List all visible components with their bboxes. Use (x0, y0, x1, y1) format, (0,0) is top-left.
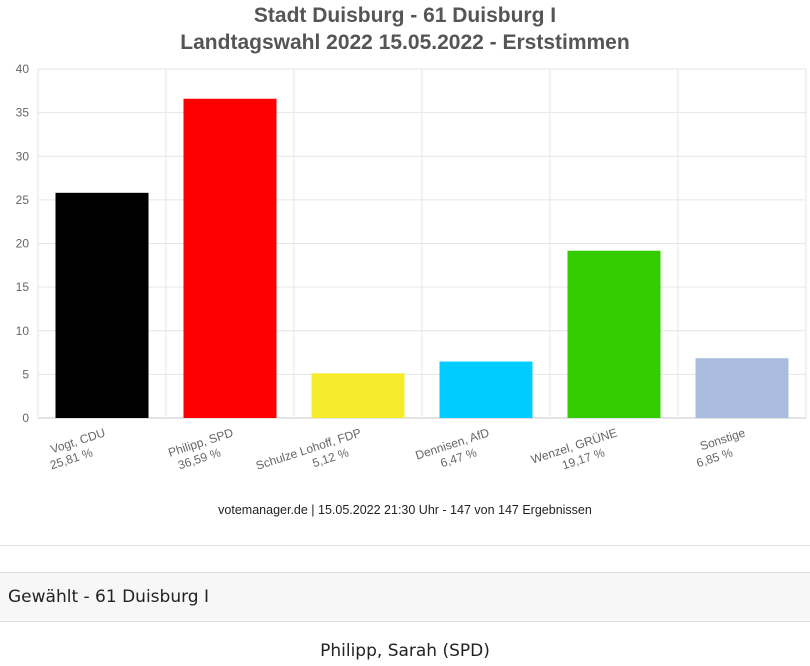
bar-6[interactable] (695, 358, 789, 418)
bar-2[interactable] (183, 98, 277, 418)
elected-section-header: Gewählt - 61 Duisburg I (0, 572, 810, 622)
section-divider (0, 545, 810, 546)
y-tick-label: 15 (16, 280, 30, 294)
chart-subtitle: Landtagswahl 2022 15.05.2022 - Erststimm… (180, 31, 630, 54)
bar-1[interactable] (55, 192, 149, 418)
chart-area: Stadt Duisburg - 61 Duisburg I Landtagsw… (16, 4, 807, 517)
chart-credits[interactable]: votemanager.de | 15.05.2022 21:30 Uhr - … (218, 503, 592, 517)
y-tick-label: 5 (22, 367, 29, 381)
elected-candidate: Philipp, Sarah (SPD) (320, 641, 490, 661)
bar-5[interactable] (567, 250, 661, 418)
elected-section-label: Gewählt - 61 Duisburg I (8, 587, 210, 607)
y-tick-label: 25 (16, 193, 30, 207)
y-tick-label: 20 (16, 237, 30, 251)
bar-3[interactable] (311, 373, 405, 418)
y-tick-label: 35 (16, 106, 30, 120)
bar-4[interactable] (439, 361, 533, 418)
chart-title: Stadt Duisburg - 61 Duisburg I (253, 4, 557, 27)
y-tick-label: 0 (22, 411, 29, 425)
y-tick-label: 40 (16, 62, 30, 76)
y-tick-label: 30 (16, 149, 30, 163)
y-tick-label: 10 (16, 324, 30, 338)
